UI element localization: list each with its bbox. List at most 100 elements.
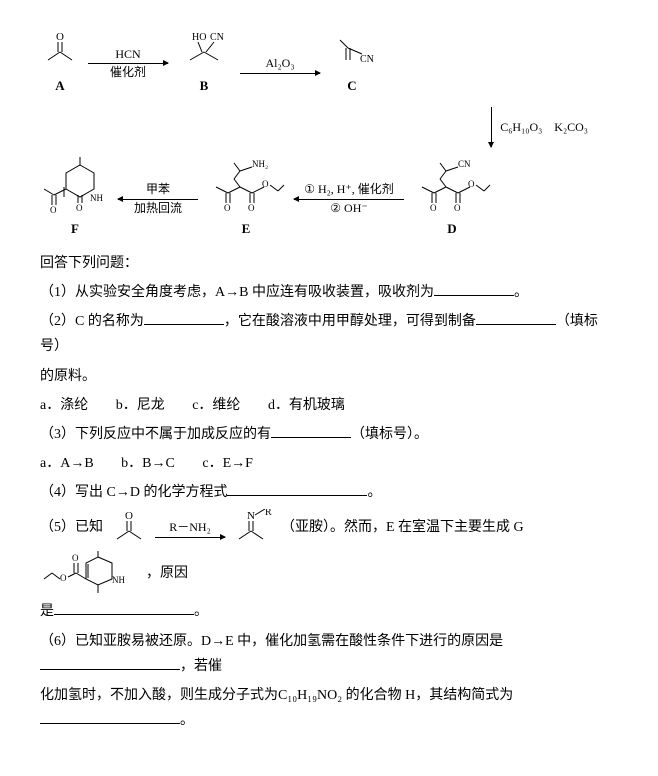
q3b: （填标号）。 <box>351 427 428 442</box>
reagent-reflux: 加热回流 <box>134 198 182 220</box>
q2-blank2[interactable] <box>476 310 556 325</box>
q6-blank1[interactable] <box>40 655 180 670</box>
reagent-al2o3: Al₂O₃ <box>265 53 294 75</box>
methacrylonitrile-icon: CN <box>328 30 376 70</box>
svg-text:O: O <box>262 179 269 189</box>
q5-blank[interactable] <box>54 600 194 615</box>
q5-arrow: R－NH₂ <box>155 517 225 538</box>
cyanohydrin-icon: HO CN <box>176 30 232 70</box>
q5b: （亚胺）。然而，E 在室温下主要生成 G <box>281 515 524 540</box>
q2-blank1[interactable] <box>144 310 224 325</box>
mol-C: CN C <box>328 30 376 97</box>
svg-text:NH: NH <box>90 193 103 203</box>
q6d: 的化合物 H，其结构简式为 <box>342 688 513 703</box>
q1-end: 。 <box>514 285 528 300</box>
arrow-D-E: ① H₂, H⁺, 催化剂 ② OH⁻ <box>294 179 404 219</box>
mol-D: CN O O O D <box>412 157 492 240</box>
q1: （1）从实验安全角度考虑，A→B 中应连有吸收装置，吸收剂为 。 <box>40 280 618 305</box>
svg-text:CN: CN <box>360 54 374 65</box>
q6b: ，若催 <box>180 659 222 674</box>
vert-arrow <box>491 107 492 147</box>
q4-blank[interactable] <box>227 481 367 496</box>
q4a: （4）写出 C→D 的化学方程式 <box>40 485 227 500</box>
svg-text:O: O <box>430 203 437 213</box>
mol-B: HO CN B <box>176 30 232 97</box>
svg-text:O: O <box>56 31 64 43</box>
q5a: （5）已知 <box>40 515 103 540</box>
svg-text:HO: HO <box>192 32 206 43</box>
svg-text:O: O <box>468 179 475 189</box>
q4b: 。 <box>367 485 381 500</box>
mol-E: NH₂ O O O E <box>206 157 286 240</box>
mol-F-icon: NH O O <box>40 157 110 213</box>
opt-c: c．维纶 <box>192 393 240 418</box>
q2-options: a．涤纶 b．尼龙 c．维纶 d．有机玻璃 <box>40 393 618 418</box>
mol-A: O A <box>40 30 80 97</box>
reagent-cat: 催化剂 <box>110 62 146 84</box>
q2a: （2）C 的名称为 <box>40 314 144 329</box>
q6-blank2[interactable] <box>40 709 180 724</box>
svg-text:NH: NH <box>112 575 125 585</box>
q6: （6）已知亚胺易被还原。D→E 中，催化加氢需在酸性条件下进行的原因是 ，若催 <box>40 629 618 679</box>
label-E: E <box>242 217 251 240</box>
q5c: ，原因 <box>146 561 188 586</box>
q1-text: （1）从实验安全角度考虑，A→B 中应连有吸收装置，吸收剂为 <box>40 285 434 300</box>
acetone-icon: O <box>40 30 80 70</box>
q3: （3）下列反应中不属于加成反应的有 （填标号）。 <box>40 422 618 447</box>
opt3-a: a．A→B <box>40 451 94 476</box>
q5-ketone-icon: O <box>109 509 149 545</box>
q6c: 化加氢时，不加入酸，则生成分子式为 <box>40 688 278 703</box>
svg-text:CN: CN <box>210 32 224 43</box>
svg-text:CN: CN <box>458 159 471 169</box>
mol-G-icon: O O NH <box>40 551 140 595</box>
intro: 回答下列问题： <box>40 251 618 276</box>
q5-line2: 是。 <box>40 599 618 624</box>
q6a: （6）已知亚胺易被还原。D→E 中，催化加氢需在酸性条件下进行的原因是 <box>40 634 503 649</box>
q3-options: a．A→B b．B→C c．E→F <box>40 451 618 476</box>
svg-text:R: R <box>265 509 272 518</box>
q5-reagent: R－NH₂ <box>169 517 211 539</box>
label-C: C <box>347 74 356 97</box>
q2d: 的原料。 <box>40 364 618 389</box>
arrow-line-icon <box>240 73 320 74</box>
arrow-A-B: HCN 催化剂 <box>88 44 168 84</box>
arrow-left-icon <box>294 199 404 200</box>
opt-d: d．有机玻璃 <box>268 393 345 418</box>
opt3-b: b．B→C <box>121 451 175 476</box>
label-A: A <box>55 74 64 97</box>
q2b: ，它在酸溶液中用甲醇处理，可得到制备 <box>224 314 476 329</box>
label-F: F <box>71 217 79 240</box>
svg-text:N: N <box>247 510 255 522</box>
label-D: D <box>447 217 456 240</box>
svg-text:O: O <box>50 205 57 213</box>
svg-text:O: O <box>125 510 133 522</box>
scheme-vert: C₆H₁₀O₃ K₂CO₃ <box>40 107 618 147</box>
svg-text:O: O <box>60 573 67 583</box>
opt-a: a．涤纶 <box>40 393 88 418</box>
arrow-E-F: 甲苯 加热回流 <box>118 179 198 219</box>
q3a: （3）下列反应中不属于加成反应的有 <box>40 427 271 442</box>
mol-F: NH O O F <box>40 157 110 240</box>
svg-text:O: O <box>76 203 83 213</box>
q5e: 。 <box>194 604 208 619</box>
q2: （2）C 的名称为，它在酸溶液中用甲醇处理，可得到制备（填标号） <box>40 309 618 359</box>
scheme-row-1: O A HCN 催化剂 HO CN B Al₂O₃ <box>40 30 618 97</box>
q5d: 是 <box>40 604 54 619</box>
scheme-row-2: NH O O F 甲苯 加热回流 NH₂ O O <box>40 157 618 240</box>
mol-E-icon: NH₂ O O O <box>206 157 286 213</box>
arrow-left-icon <box>118 199 198 200</box>
arrow-line-icon <box>155 537 225 538</box>
q6-formula: C₁₀H₁₉NO₂ <box>278 688 342 703</box>
svg-text:O: O <box>454 203 461 213</box>
arrow-B-C: Al₂O₃ <box>240 53 320 74</box>
q1-blank[interactable] <box>434 281 514 296</box>
q5-imine-icon: N R <box>231 509 275 545</box>
q4: （4）写出 C→D 的化学方程式 。 <box>40 480 618 505</box>
q6e: 。 <box>180 713 194 728</box>
opt3-c: c．E→F <box>202 451 253 476</box>
arrow-line-icon <box>88 63 168 64</box>
svg-text:O: O <box>248 203 255 213</box>
opt-b: b．尼龙 <box>116 393 165 418</box>
q3-blank[interactable] <box>271 423 351 438</box>
mol-D-icon: CN O O O <box>412 157 492 213</box>
